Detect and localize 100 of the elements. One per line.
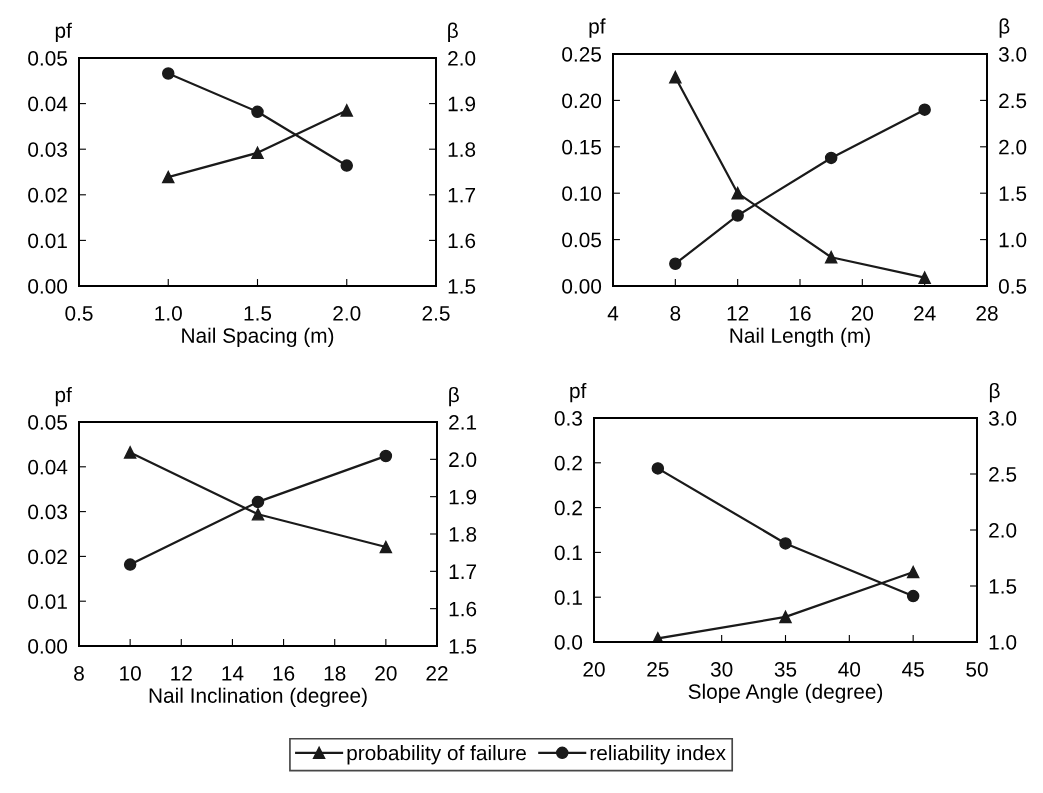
y2-tick-label: 2.0 xyxy=(449,452,477,468)
x-tick-label: 40 xyxy=(838,661,861,677)
x-tick-label: 1.5 xyxy=(244,306,272,321)
point xyxy=(340,159,354,172)
y-tick-label: 0.01 xyxy=(28,233,67,249)
y2-tick-label: 0.5 xyxy=(998,279,1027,294)
legend-label: probability of failure xyxy=(347,745,526,765)
y-tick-label: 0.03 xyxy=(28,142,67,157)
y2-tick-label: 2.1 xyxy=(449,415,477,430)
y-tick-label: 0.20 xyxy=(562,93,602,109)
x-axis-title: Nail Length (m) xyxy=(730,327,870,348)
y-tick-label: 0.00 xyxy=(28,279,68,294)
y2-tick-label: 1.9 xyxy=(448,96,476,112)
x-tick-label: 24 xyxy=(914,305,936,321)
y2-axis-title: β xyxy=(448,22,458,43)
point xyxy=(651,462,665,475)
y-tick-label: 0.10 xyxy=(562,186,602,201)
point xyxy=(779,537,792,550)
x-tick-label: 18 xyxy=(324,665,346,681)
y2-tick-label: 1.5 xyxy=(448,279,476,294)
x-tick-label: 20 xyxy=(851,305,874,321)
y2-tick-label: 2.0 xyxy=(999,139,1027,155)
x-axis-title: Slope Angle (degree) xyxy=(688,683,883,704)
y-tick-label: 0.02 xyxy=(28,187,67,203)
point xyxy=(379,449,393,463)
point xyxy=(251,105,264,119)
y-axis-title: pf xyxy=(55,386,72,407)
x-axis-title: Nail Spacing (m) xyxy=(182,327,334,348)
x-tick-label: 2.5 xyxy=(422,305,450,321)
point xyxy=(906,565,920,579)
y2-tick-label: 1.8 xyxy=(448,142,476,157)
point xyxy=(669,257,682,270)
y-tick-label: 0.04 xyxy=(28,96,68,112)
y-tick-label: 0.05 xyxy=(28,51,68,66)
y2-tick-label: 1.0 xyxy=(999,232,1027,248)
x-tick-label: 35 xyxy=(774,661,797,677)
x-tick-label: 22 xyxy=(426,665,448,681)
y2-tick-label: 1.0 xyxy=(989,635,1017,650)
y2-tick-label: 1.7 xyxy=(449,564,477,579)
point xyxy=(123,558,137,571)
y2-tick-label: 1.7 xyxy=(448,188,476,203)
y-tick-label: 0.05 xyxy=(562,232,602,248)
y2-tick-label: 1.5 xyxy=(989,579,1017,594)
y-tick-label: 0.3 xyxy=(554,411,582,426)
point xyxy=(731,209,744,222)
point xyxy=(379,540,393,554)
x-tick-label: 20 xyxy=(375,665,397,681)
x-tick-label: 1.0 xyxy=(155,305,182,321)
x-tick-label: 4 xyxy=(607,306,619,321)
x-tick-label: 12 xyxy=(727,305,749,321)
y-tick-label: 0.25 xyxy=(562,47,602,62)
x-tick-label: 8 xyxy=(670,305,681,321)
point xyxy=(669,70,682,84)
y-tick-label: 0.15 xyxy=(562,139,602,155)
point xyxy=(918,271,931,284)
x-tick-label: 2.0 xyxy=(333,305,361,321)
y2-tick-label: 3.0 xyxy=(988,411,1017,426)
x-tick-label: 45 xyxy=(902,662,924,677)
point xyxy=(251,508,265,521)
y2-tick-label: 2.5 xyxy=(989,467,1017,482)
y2-tick-label: 2.0 xyxy=(989,523,1017,538)
x-tick-label: 50 xyxy=(966,661,988,677)
x-tick-label: 28 xyxy=(976,305,998,321)
x-tick-label: 16 xyxy=(790,305,811,321)
y2-tick-label: 1.8 xyxy=(449,527,477,542)
x-tick-label: 0.5 xyxy=(65,305,93,321)
point xyxy=(779,610,792,624)
x-tick-label: 12 xyxy=(171,665,192,681)
y-tick-label: 0.1 xyxy=(554,590,582,605)
y2-tick-label: 2.5 xyxy=(999,93,1027,109)
point xyxy=(161,170,175,184)
y2-tick-label: 1.5 xyxy=(449,639,477,654)
y-tick-label: 0.05 xyxy=(28,415,68,430)
x-tick-label: 10 xyxy=(120,665,141,681)
x-axis-title: Nail Inclination (degree) xyxy=(149,687,367,708)
y-axis-title: pf xyxy=(55,22,72,43)
y2-tick-label: 1.6 xyxy=(449,601,477,617)
y2-tick-label: 1.9 xyxy=(449,489,477,505)
point xyxy=(123,446,137,459)
point xyxy=(251,495,265,509)
x-tick-label: 16 xyxy=(273,665,295,681)
point xyxy=(824,151,838,165)
point xyxy=(251,146,264,160)
y2-tick-label: 1.5 xyxy=(999,186,1027,201)
point xyxy=(340,104,354,117)
y-axis-title: pf xyxy=(589,18,606,38)
y2-tick-label: 1.6 xyxy=(448,233,476,249)
legend-label: reliability index xyxy=(590,745,726,765)
point xyxy=(906,589,920,603)
y-tick-label: 0.04 xyxy=(28,459,68,475)
y-tick-label: 0.0 xyxy=(554,635,583,650)
y2-tick-label: 3.0 xyxy=(998,47,1027,62)
y2-axis-title: β xyxy=(999,18,1010,38)
y-axis-title: pf xyxy=(570,382,587,403)
y-tick-label: 0.00 xyxy=(562,279,602,294)
y2-tick-label: 2.0 xyxy=(448,51,476,66)
y-tick-label: 0.2 xyxy=(554,500,582,516)
y2-axis-title: β xyxy=(989,382,1000,403)
x-tick-label: 14 xyxy=(222,666,244,681)
point xyxy=(161,67,175,80)
